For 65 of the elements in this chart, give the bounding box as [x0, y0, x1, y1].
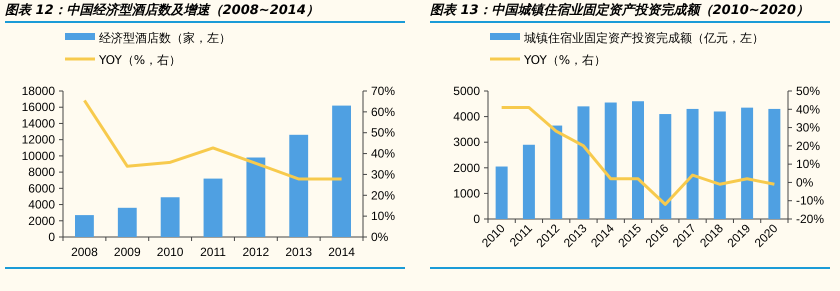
- bar: [550, 126, 562, 219]
- y-tick-label: 10000: [22, 148, 56, 163]
- bar: [332, 106, 351, 237]
- bar: [204, 178, 222, 237]
- bar: [686, 108, 699, 219]
- bar: [604, 102, 617, 219]
- line-series: [500, 106, 776, 206]
- bar: [496, 166, 508, 219]
- y-tick-label: 12000: [22, 132, 56, 147]
- chart-title: 图表 12：中国经济型酒店数及增速（2008~2014）: [5, 0, 405, 23]
- legend-label: 城镇住宿业固定资产投资完成额（亿元，左）: [523, 31, 764, 45]
- y2-tick-label: 0%: [371, 230, 389, 244]
- bar: [714, 111, 726, 219]
- y-tick-label: 16000: [22, 100, 56, 114]
- x-tick-label: 2010: [156, 245, 184, 259]
- bar: [577, 106, 590, 219]
- x-tick-label: 2008: [71, 245, 98, 259]
- y-tick-label: 8000: [28, 165, 56, 180]
- y-tick-label: 5000: [453, 84, 480, 98]
- y-tick-label: 2000: [28, 214, 56, 228]
- chart-title: 图表 13：中国城镇住宿业固定资产投资完成额（2010~2020）: [430, 0, 830, 23]
- x-tick-label: 2011: [200, 245, 226, 259]
- bar: [741, 108, 754, 219]
- y-tick-label: 4000: [453, 110, 480, 124]
- y2-tick-label: 10%: [371, 209, 396, 224]
- y-tick-label: 1000: [453, 186, 480, 200]
- y-tick-label: 18000: [22, 84, 56, 98]
- x-tick-label: 2012: [242, 245, 270, 259]
- bar: [768, 108, 780, 219]
- x-tick-label: 2013: [285, 245, 312, 259]
- bar: [659, 114, 672, 219]
- y2-tick-label: 40%: [796, 102, 820, 116]
- line-series: [82, 98, 344, 181]
- y-tick-label: 2000: [453, 160, 480, 175]
- y2-tick-label: -10%: [796, 194, 824, 208]
- y2-tick-label: 30%: [371, 167, 396, 182]
- y2-tick-label: 20%: [796, 138, 820, 153]
- y2-tick-label: 30%: [796, 120, 820, 135]
- legend-label: YOY（%，右）: [523, 53, 606, 67]
- bar: [522, 144, 535, 219]
- legend-label: 经济型酒店数（家，左）: [99, 31, 231, 45]
- y2-tick-label: 60%: [371, 104, 396, 119]
- y2-tick-label: 20%: [371, 188, 396, 202]
- y2-tick-label: -20%: [796, 212, 824, 226]
- bar: [289, 134, 308, 237]
- y2-tick-label: 50%: [371, 126, 396, 140]
- y-tick-label: 14000: [22, 116, 56, 130]
- y2-tick-label: 10%: [796, 157, 820, 172]
- y2-tick-label: 50%: [796, 84, 820, 98]
- bar: [246, 158, 266, 237]
- y2-tick-label: 40%: [371, 146, 396, 161]
- y2-tick-label: 70%: [371, 84, 396, 98]
- y2-tick-label: 0%: [796, 175, 814, 190]
- x-tick-label: 2009: [114, 245, 141, 259]
- y-tick-label: 6000: [28, 181, 56, 196]
- x-tick-label: 2014: [328, 245, 356, 259]
- bar: [75, 215, 94, 237]
- bar: [632, 101, 644, 219]
- bar: [118, 208, 137, 237]
- bar: [160, 197, 180, 237]
- legend-label: YOY（%，右）: [98, 53, 182, 67]
- y-tick-label: 0: [48, 230, 56, 244]
- y-tick-label: 4000: [28, 198, 56, 212]
- y-tick-label: 0: [473, 212, 480, 226]
- y-tick-label: 3000: [453, 135, 480, 150]
